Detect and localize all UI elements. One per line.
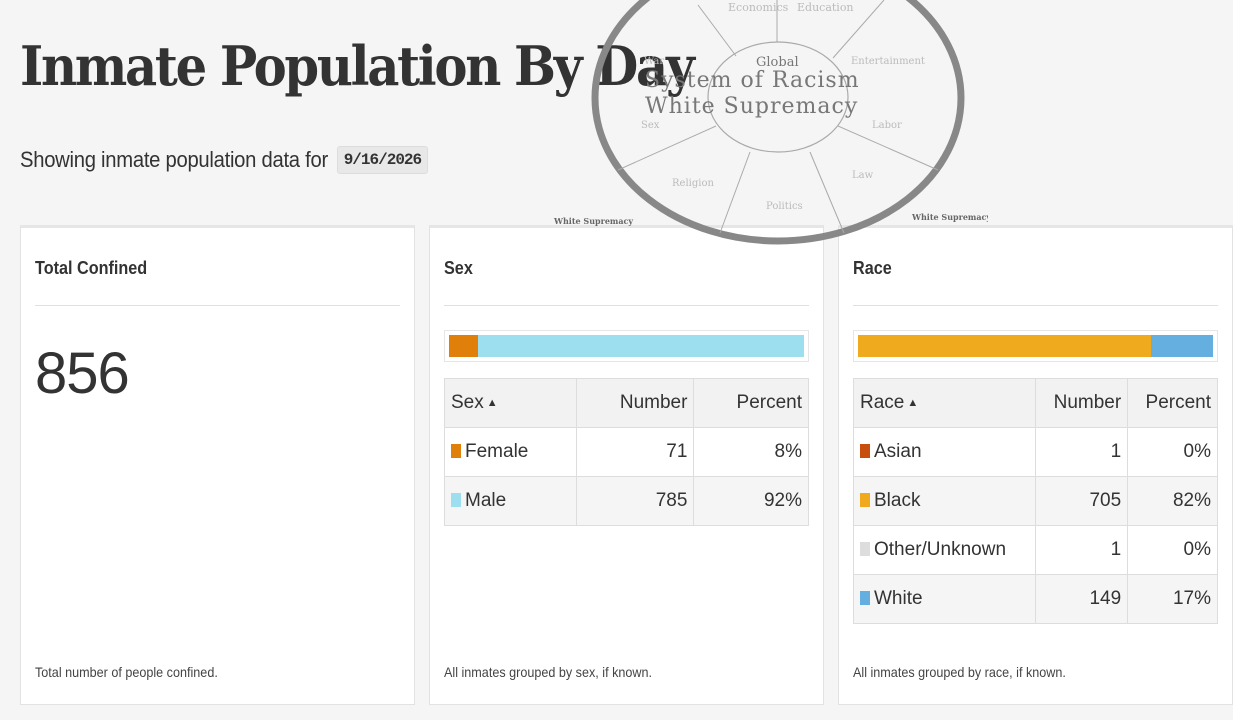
total-confined-footnote: Total number of people confined.	[35, 664, 218, 680]
inner-ring	[707, 41, 849, 153]
spoke-label: Sex	[641, 120, 660, 131]
total-confined-panel: Total Confined 856 Total number of peopl…	[20, 225, 415, 705]
date-picker[interactable]: 9/16/2026	[336, 146, 429, 174]
row-number: 1	[1034, 525, 1129, 575]
row-number: 785	[575, 476, 695, 526]
race-table: Race ▲ Number Percent Asian 1 0% Black 705 82%…	[853, 378, 1218, 624]
color-swatch-icon	[860, 444, 870, 458]
spoke-label: Economics	[728, 1, 789, 14]
row-label-cell: Black	[853, 476, 1036, 526]
sex-table: Sex ▲ Number Percent Female 71 8% Male 785 92%	[444, 378, 809, 526]
row-label-cell: White	[853, 574, 1036, 624]
row-label: Black	[874, 490, 921, 511]
number-column-header[interactable]: Number	[575, 378, 695, 428]
total-confined-title: Total Confined	[35, 258, 148, 278]
sex-panel-title: Sex	[444, 258, 473, 278]
spoke-label: Law	[852, 170, 874, 181]
race-panel: Race Race ▲ Number Percent Asian 1 0% Black 7…	[838, 225, 1233, 705]
row-label: Asian	[874, 441, 922, 462]
sex-column-header[interactable]: Sex ▲	[444, 378, 577, 428]
bar-segment[interactable]	[449, 335, 479, 357]
percent-column-header[interactable]: Percent	[1127, 378, 1218, 428]
row-percent: 82%	[1127, 476, 1218, 526]
table-row: White 149 17%	[853, 574, 1218, 624]
table-row: Black 705 82%	[853, 476, 1218, 526]
diagram-caption-right: White Supremacy	[911, 212, 988, 222]
row-number: 1	[1034, 427, 1129, 477]
row-label-cell: Asian	[853, 427, 1036, 477]
race-stacked-bar	[853, 330, 1218, 362]
row-label-cell: Female	[444, 427, 577, 477]
page-title: Inmate Population By Day	[20, 34, 695, 98]
color-swatch-icon	[451, 444, 461, 458]
color-swatch-icon	[860, 542, 870, 556]
row-number: 149	[1034, 574, 1129, 624]
spoke-label: Labor	[872, 120, 902, 131]
row-percent: 8%	[693, 427, 809, 477]
color-swatch-icon	[860, 493, 870, 507]
race-footnote: All inmates grouped by race, if known.	[853, 664, 1066, 680]
row-percent: 0%	[1127, 427, 1218, 477]
divider	[444, 305, 809, 306]
row-label-cell: Other/Unknown	[853, 525, 1036, 575]
race-panel-title: Race	[853, 258, 892, 278]
spoke-label: Politics	[766, 201, 803, 212]
number-column-header[interactable]: Number	[1034, 378, 1129, 428]
sex-stacked-bar	[444, 330, 809, 362]
bar-segment[interactable]	[858, 335, 1151, 357]
subtitle: Showing inmate population data for 9/16/…	[20, 146, 429, 174]
table-row: Female 71 8%	[444, 427, 809, 477]
sex-panel: Sex Sex ▲ Number Percent Female 71 8% Male 78…	[429, 225, 824, 705]
table-row: Asian 1 0%	[853, 427, 1218, 477]
diagram-center-small: Global	[756, 55, 799, 70]
sort-ascending-icon: ▲	[907, 397, 919, 409]
spoke-label: Religion	[672, 178, 714, 189]
spoke-label: Education	[797, 1, 854, 14]
table-row: Male 785 92%	[444, 476, 809, 526]
divider	[35, 305, 400, 306]
sort-ascending-icon: ▲	[486, 397, 498, 409]
color-swatch-icon	[860, 591, 870, 605]
subtitle-text: Showing inmate population data for	[20, 147, 328, 172]
bar-segment[interactable]	[1151, 335, 1213, 357]
row-label: Other/Unknown	[874, 539, 1007, 560]
bar-segment[interactable]	[478, 335, 804, 357]
table-row: Other/Unknown 1 0%	[853, 525, 1218, 575]
row-percent: 0%	[1127, 525, 1218, 575]
color-swatch-icon	[451, 493, 461, 507]
sex-footnote: All inmates grouped by sex, if known.	[444, 664, 653, 680]
row-label: White	[874, 588, 923, 609]
row-label: Male	[465, 490, 507, 511]
row-percent: 92%	[693, 476, 809, 526]
total-confined-value: 856	[35, 341, 130, 406]
spoke-label: Entertainment	[851, 56, 925, 67]
race-column-header[interactable]: Race ▲	[853, 378, 1036, 428]
row-label-cell: Male	[444, 476, 577, 526]
divider	[853, 305, 1218, 306]
row-percent: 17%	[1127, 574, 1218, 624]
row-label: Female	[465, 441, 529, 462]
row-number: 71	[575, 427, 695, 477]
row-number: 705	[1034, 476, 1129, 526]
percent-column-header[interactable]: Percent	[693, 378, 809, 428]
